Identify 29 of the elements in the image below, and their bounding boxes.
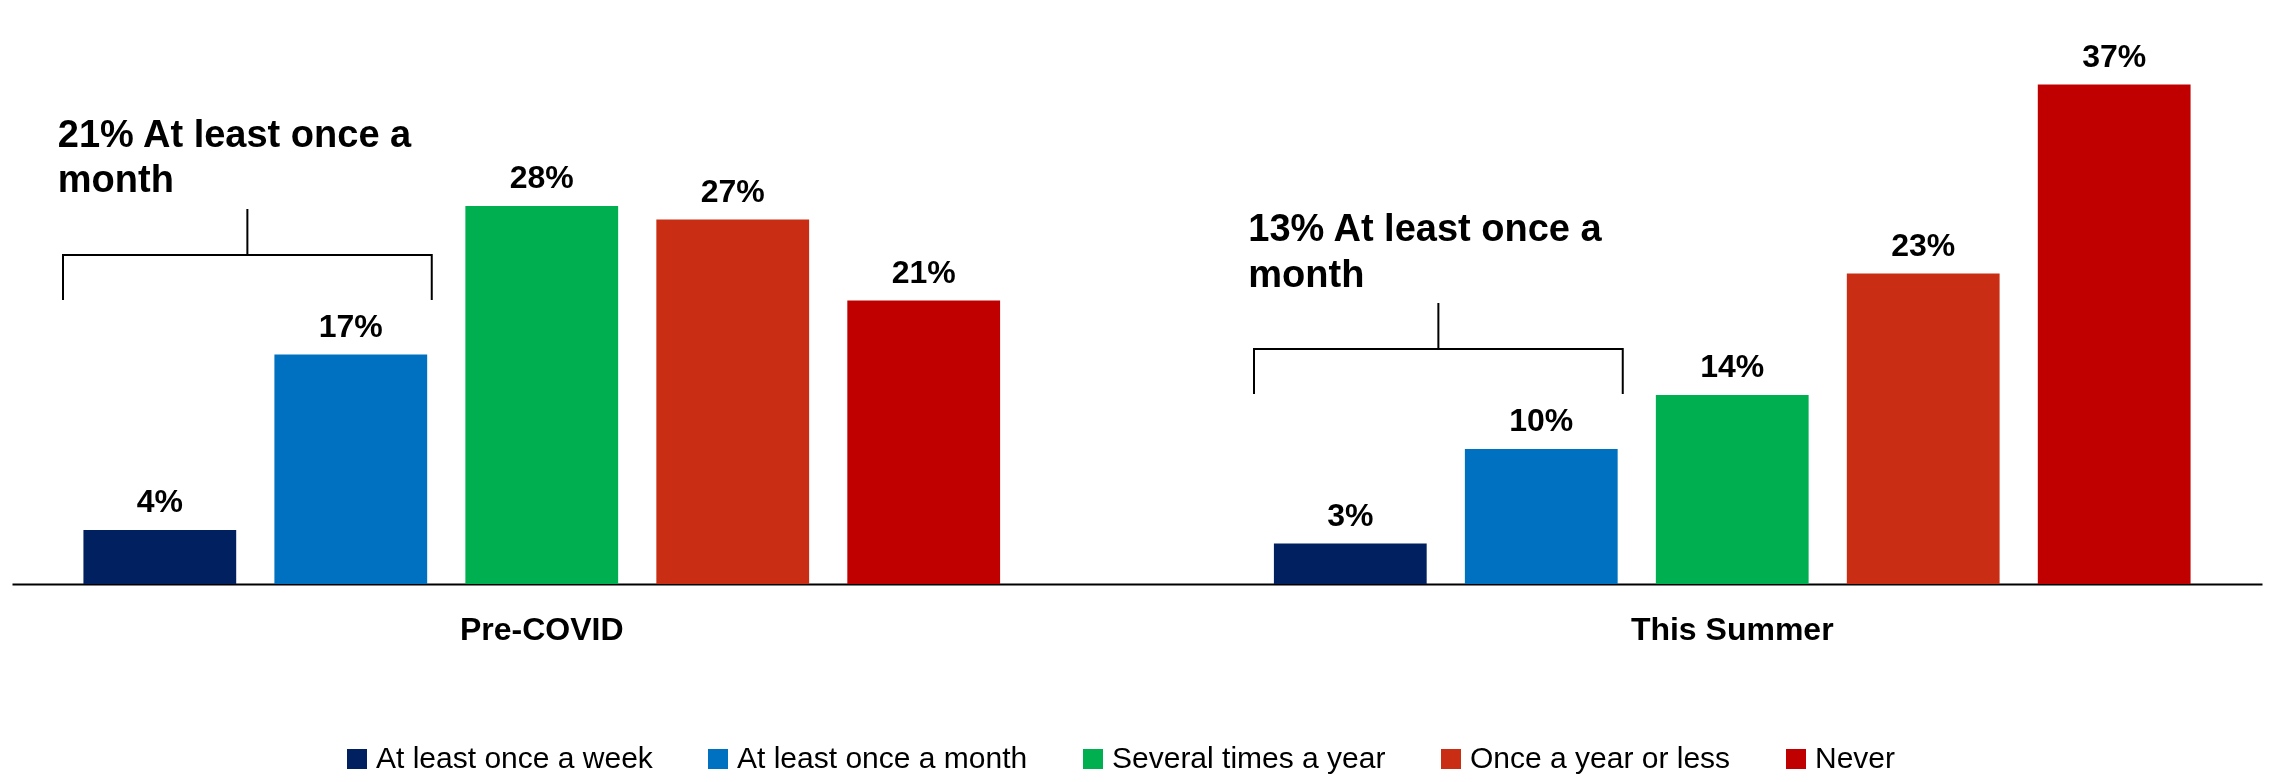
data-label: 21% xyxy=(891,253,956,290)
data-label: 17% xyxy=(318,307,383,344)
legend-label: Several times a year xyxy=(1112,741,1386,774)
x-tick-label: This Summer xyxy=(1630,610,1834,647)
bar xyxy=(274,354,428,584)
data-label: 28% xyxy=(509,159,574,195)
bar xyxy=(83,530,237,584)
legend-label: At least once a week xyxy=(376,741,654,774)
annotation: 21% At least once a month xyxy=(57,111,413,203)
bar xyxy=(656,219,810,584)
bar xyxy=(1655,395,1809,584)
bar xyxy=(847,300,1001,584)
annotation: 13% At least once a month xyxy=(1248,206,1603,297)
data-label: 37% xyxy=(2082,37,2147,74)
bar xyxy=(1273,543,1427,584)
bar xyxy=(465,206,619,584)
data-label: 27% xyxy=(700,172,765,209)
data-label: 23% xyxy=(1891,226,1956,263)
bar xyxy=(2037,84,2191,584)
data-label: 10% xyxy=(1509,402,1574,438)
bar xyxy=(1464,449,1618,584)
legend-label: Never xyxy=(1815,741,1896,774)
data-label: 14% xyxy=(1700,348,1765,384)
legend-label: At least once a month xyxy=(737,741,1028,774)
data-label: 3% xyxy=(1327,496,1374,533)
bar xyxy=(1846,273,2000,584)
data-label: 4% xyxy=(136,483,183,519)
legend-label: Once a year or less xyxy=(1470,741,1731,774)
x-tick-label: Pre-COVID xyxy=(459,610,624,647)
